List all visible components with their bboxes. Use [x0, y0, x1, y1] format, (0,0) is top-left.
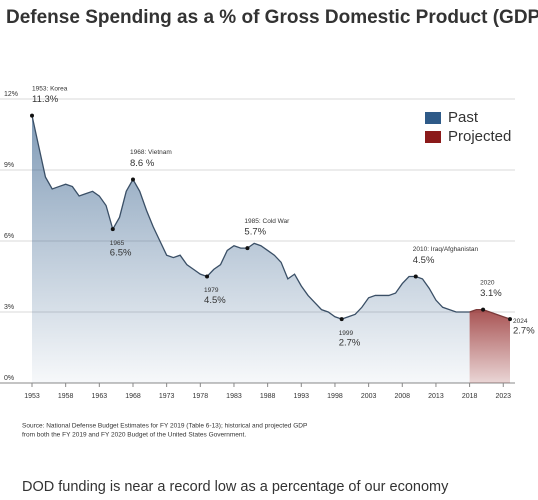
area — [469, 309, 510, 383]
x-tick-label: 2013 — [428, 393, 444, 400]
annotation-value: 8.6 % — [130, 158, 155, 169]
annotation-label: 2024 — [513, 318, 528, 325]
annotation-label: 2010: Iraq/Afghanistan — [413, 246, 479, 253]
annotation-point — [245, 246, 250, 251]
y-tick-label: 6% — [4, 233, 14, 240]
x-tick-label: 2003 — [361, 393, 377, 400]
annotation-label: 1979 — [204, 287, 219, 294]
annotation-label: 1965 — [110, 240, 125, 247]
legend-swatch — [425, 112, 441, 124]
y-tick-label: 0% — [4, 375, 14, 382]
annotation-value: 2.7% — [339, 338, 361, 349]
annotation-point — [30, 113, 34, 118]
y-tick-label: 12% — [4, 91, 18, 98]
legend-label: Past — [448, 109, 479, 126]
area — [32, 115, 470, 384]
annotation-label: 1953: Korea — [32, 85, 68, 92]
annotation-label: 2020 — [480, 279, 495, 286]
annotation-point — [130, 177, 135, 182]
annotation-value: 2.7% — [513, 326, 535, 337]
annotation-value: 4.5% — [204, 295, 226, 306]
line — [31, 115, 470, 320]
annotation-point — [481, 307, 486, 312]
y-tick-label: 9% — [4, 162, 14, 169]
source-note: Source: National Defense Budget Estimate… — [22, 423, 307, 430]
x-tick-label: 2008 — [394, 393, 410, 400]
legend-label: Projected — [448, 128, 511, 145]
source-note: from both the FY 2019 and FY 2020 Budget… — [22, 432, 246, 439]
annotation-point — [508, 317, 512, 322]
annotation-value: 6.5% — [110, 248, 132, 259]
legend-swatch — [425, 131, 441, 143]
annotation-point — [339, 317, 344, 322]
annotation-point — [413, 274, 418, 279]
annotation-label: 1999 — [339, 330, 354, 337]
annotation-value: 11.3% — [32, 94, 59, 105]
annotation-value: 5.7% — [244, 227, 266, 238]
x-tick-label: 2023 — [495, 393, 511, 400]
x-tick-label: 1963 — [92, 393, 108, 400]
x-tick-label: 1958 — [58, 393, 74, 400]
x-tick-label: 2018 — [462, 393, 478, 400]
annotation-label: 1968: Vietnam — [130, 149, 172, 156]
chart-title: Defense Spending as a % of Gross Domesti… — [6, 7, 538, 28]
annotation-point — [110, 227, 115, 232]
annotation-label: 1985: Cold War — [244, 218, 290, 225]
x-tick-label: 1953 — [24, 393, 40, 400]
x-tick-label: 1998 — [327, 393, 343, 400]
x-tick-label: 1983 — [226, 393, 242, 400]
annotation-value: 4.5% — [413, 255, 435, 266]
line — [469, 308, 511, 320]
x-tick-label: 1978 — [193, 393, 209, 400]
x-tick-label: 1973 — [159, 393, 175, 400]
annotation-value: 3.1% — [480, 288, 502, 299]
x-tick-label: 1968 — [125, 393, 141, 400]
x-tick-label: 1988 — [260, 393, 276, 400]
annotation-point — [205, 274, 210, 279]
caption: DOD funding is near a record low as a pe… — [22, 479, 449, 495]
y-tick-label: 3% — [4, 304, 14, 311]
x-tick-label: 1993 — [294, 393, 310, 400]
